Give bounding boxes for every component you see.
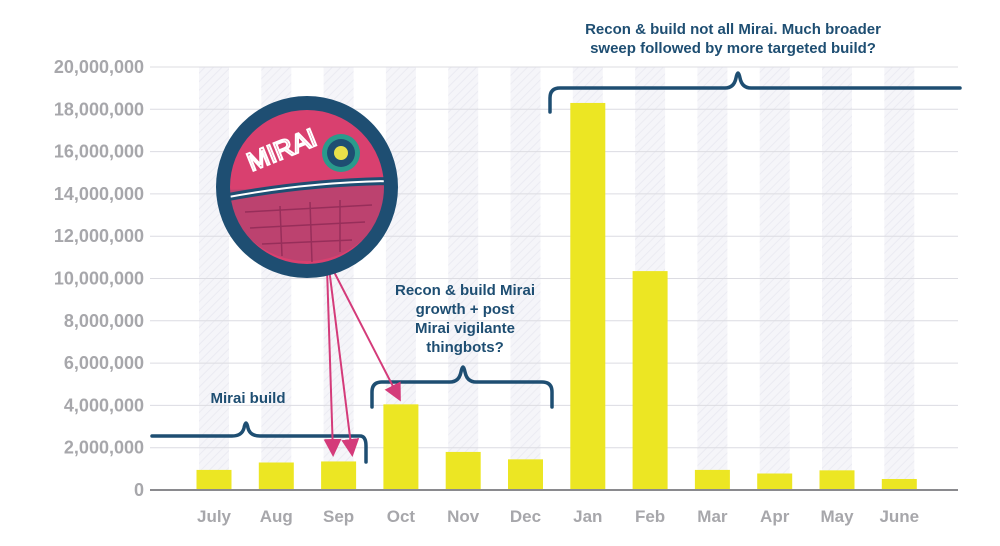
y-tick-label: 10,000,000 <box>54 269 144 289</box>
x-tick-label: Apr <box>760 507 790 526</box>
y-tick-label: 14,000,000 <box>54 184 144 204</box>
death-star-icon: MIRAI <box>216 96 398 278</box>
x-tick-label: May <box>820 507 854 526</box>
bar <box>757 473 793 490</box>
y-tick-label: 2,000,000 <box>64 438 144 458</box>
annotation-line: growth + post <box>416 301 515 318</box>
y-tick-label: 8,000,000 <box>64 311 144 331</box>
x-tick-label: Oct <box>387 507 416 526</box>
y-tick-label: 4,000,000 <box>64 395 144 415</box>
bar <box>321 461 357 490</box>
x-tick-label: Aug <box>260 507 293 526</box>
y-tick-label: 18,000,000 <box>54 99 144 119</box>
x-tick-label: Nov <box>447 507 480 526</box>
annotation-line: Mirai vigilante <box>415 320 515 337</box>
x-tick-label: Sep <box>323 507 354 526</box>
y-tick-label: 6,000,000 <box>64 353 144 373</box>
bar <box>819 470 855 490</box>
x-tick-label: Mar <box>697 507 728 526</box>
brace-recon-broad <box>548 71 962 114</box>
bar <box>383 404 419 490</box>
annotation-line: Mirai build <box>211 390 286 407</box>
annotation-line: sweep followed by more targeted build? <box>590 40 876 57</box>
illustration-arrows <box>323 265 401 457</box>
bar <box>445 451 481 490</box>
annotation-mirai-build: Mirai build <box>211 390 286 407</box>
x-tick-label: Jan <box>573 507 602 526</box>
brace-recon-growth <box>370 365 554 409</box>
brace-mirai-build <box>150 421 368 464</box>
bar <box>570 102 606 490</box>
y-tick-label: 12,000,000 <box>54 226 144 246</box>
bar <box>196 469 232 490</box>
y-tick-label: 16,000,000 <box>54 142 144 162</box>
bars <box>196 102 917 490</box>
x-tick-label: July <box>197 507 232 526</box>
y-tick-label: 0 <box>134 480 144 500</box>
annotation-recon-broad: Recon & build not all Mirai. Much broade… <box>585 21 881 57</box>
bar <box>508 459 543 490</box>
y-axis: 0 2,000,000 4,000,000 6,000,000 8,000,000 10,… <box>54 57 144 500</box>
annotation-line: Recon & build Mirai <box>395 282 535 299</box>
annotation-line: Recon & build not all Mirai. Much broade… <box>585 21 881 38</box>
bar <box>881 479 917 490</box>
bar <box>258 462 294 490</box>
x-axis: July Aug Sep Oct Nov Dec Jan Feb Mar Apr May June <box>197 507 919 526</box>
annotation-recon-growth: Recon & build Mirai growth + post Mirai vi… <box>395 282 535 356</box>
x-tick-label: Feb <box>635 507 665 526</box>
bar <box>694 469 730 490</box>
bar <box>632 271 668 490</box>
annotation-line: thingbots? <box>426 339 503 356</box>
x-tick-label: Dec <box>510 507 541 526</box>
y-tick-label: 20,000,000 <box>54 57 144 77</box>
x-tick-label: June <box>879 507 919 526</box>
